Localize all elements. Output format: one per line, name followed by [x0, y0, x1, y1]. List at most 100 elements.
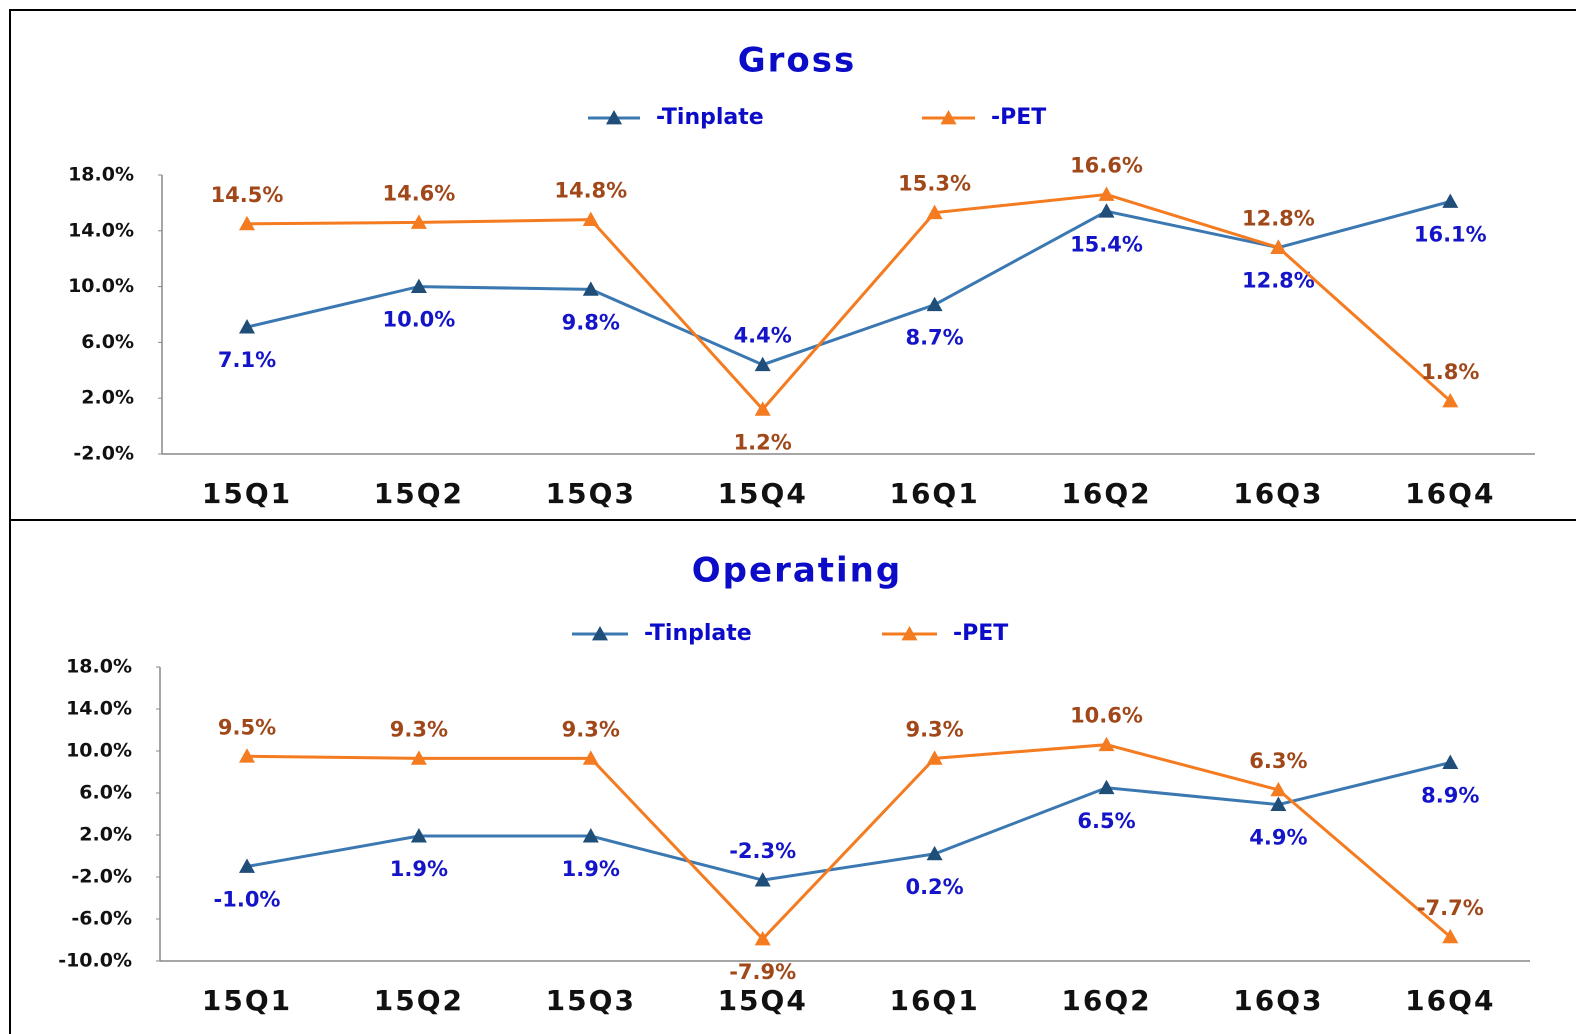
y-tick-label: 6.0% — [81, 331, 134, 353]
point — [754, 872, 771, 887]
y-tick-label: 6.0% — [79, 782, 132, 804]
point — [1098, 779, 1115, 795]
line — [246, 761, 1451, 882]
point — [1270, 239, 1287, 254]
point — [410, 750, 427, 765]
line — [246, 193, 1452, 412]
y-tick-label: 18.0% — [66, 656, 132, 678]
chart-title: Operating — [692, 551, 902, 591]
point — [410, 214, 427, 229]
legend-label: -PET — [991, 105, 1046, 130]
legend-marker — [592, 626, 608, 641]
data-label: -7.9% — [729, 960, 796, 984]
line — [246, 200, 1451, 367]
y-tick-label: 14.0% — [68, 219, 134, 241]
data-label: 9.3% — [562, 717, 620, 741]
point — [582, 750, 599, 765]
data-label: 4.9% — [1249, 826, 1307, 850]
y-tick-label: -2.0% — [71, 866, 132, 888]
y-tick-label: -10.0% — [58, 950, 132, 972]
point — [1098, 736, 1115, 752]
point — [754, 930, 771, 946]
point — [1442, 928, 1459, 944]
x-tick-label: 15Q3 — [546, 477, 636, 510]
point — [1270, 781, 1287, 797]
point — [1442, 754, 1459, 769]
point — [926, 750, 943, 765]
legend-marker — [940, 110, 957, 125]
x-tick-label: 15Q4 — [718, 984, 808, 1017]
point — [926, 845, 943, 861]
x-tick-label: 15Q2 — [374, 477, 464, 510]
data-label: 8.7% — [905, 326, 963, 350]
data-label: 9.5% — [218, 715, 276, 739]
point — [239, 858, 255, 873]
legend-label: -Tinplate — [644, 621, 752, 646]
point — [239, 215, 255, 231]
x-tick-label: 16Q2 — [1061, 477, 1151, 510]
x-tick-label: 15Q1 — [202, 984, 292, 1017]
y-tick-label: 18.0% — [68, 164, 134, 186]
y-tick-label: -6.0% — [71, 908, 132, 930]
x-tick-label: 16Q3 — [1233, 477, 1323, 510]
data-label: 9.3% — [390, 717, 448, 741]
point — [1270, 796, 1287, 811]
data-label: 1.8% — [1421, 360, 1479, 384]
data-label: 16.6% — [1070, 154, 1143, 178]
chart-title: Gross — [738, 41, 857, 81]
x-tick-label: 16Q4 — [1405, 984, 1495, 1017]
data-label: 16.1% — [1414, 223, 1487, 247]
data-label: 1.9% — [562, 857, 620, 881]
point — [1442, 392, 1459, 408]
data-label: -2.3% — [729, 839, 796, 863]
point — [410, 278, 427, 293]
point — [754, 401, 771, 416]
x-tick-label: 15Q1 — [202, 477, 292, 510]
point — [582, 281, 599, 296]
data-label: 1.2% — [734, 430, 792, 454]
point — [926, 296, 943, 312]
data-label: 0.2% — [905, 875, 963, 899]
y-tick-label: 10.0% — [66, 740, 132, 762]
data-label: 4.4% — [734, 324, 792, 348]
point — [239, 748, 255, 763]
legend-marker — [901, 626, 918, 641]
point — [1442, 193, 1459, 208]
x-tick-label: 15Q2 — [374, 984, 464, 1017]
legend-label: -Tinplate — [656, 105, 764, 130]
x-tick-label: 16Q2 — [1061, 984, 1151, 1017]
data-label: 15.4% — [1070, 232, 1143, 256]
data-label: 1.9% — [390, 857, 448, 881]
data-label: 6.3% — [1249, 749, 1307, 773]
point — [239, 319, 255, 334]
data-label: 6.5% — [1077, 809, 1135, 833]
data-label: -1.0% — [214, 888, 281, 912]
point — [582, 211, 599, 227]
y-tick-label: 2.0% — [79, 824, 132, 846]
data-label: 10.6% — [1070, 704, 1143, 728]
point — [1098, 186, 1115, 201]
data-label: 9.8% — [562, 310, 620, 334]
x-tick-label: 16Q1 — [889, 984, 979, 1017]
x-tick-label: 15Q4 — [718, 477, 808, 510]
x-tick-label: 15Q3 — [546, 984, 636, 1017]
legend-marker — [606, 110, 622, 125]
legend-label: -PET — [953, 621, 1008, 646]
y-tick-label: 10.0% — [68, 275, 134, 297]
data-label: 14.6% — [382, 181, 455, 205]
point — [754, 356, 771, 372]
line — [246, 743, 1452, 942]
data-label: 12.8% — [1242, 207, 1315, 231]
point — [410, 828, 427, 843]
data-label: 14.5% — [211, 183, 284, 207]
data-label: 15.3% — [898, 172, 971, 196]
data-label: -7.7% — [1417, 896, 1484, 920]
y-tick-label: 2.0% — [81, 387, 134, 409]
x-tick-label: 16Q3 — [1233, 984, 1323, 1017]
data-label: 8.9% — [1421, 784, 1479, 808]
point — [1098, 203, 1115, 218]
y-tick-label: 14.0% — [66, 698, 132, 720]
point — [582, 828, 599, 843]
x-tick-label: 16Q4 — [1405, 477, 1495, 510]
frame — [9, 9, 1576, 1034]
